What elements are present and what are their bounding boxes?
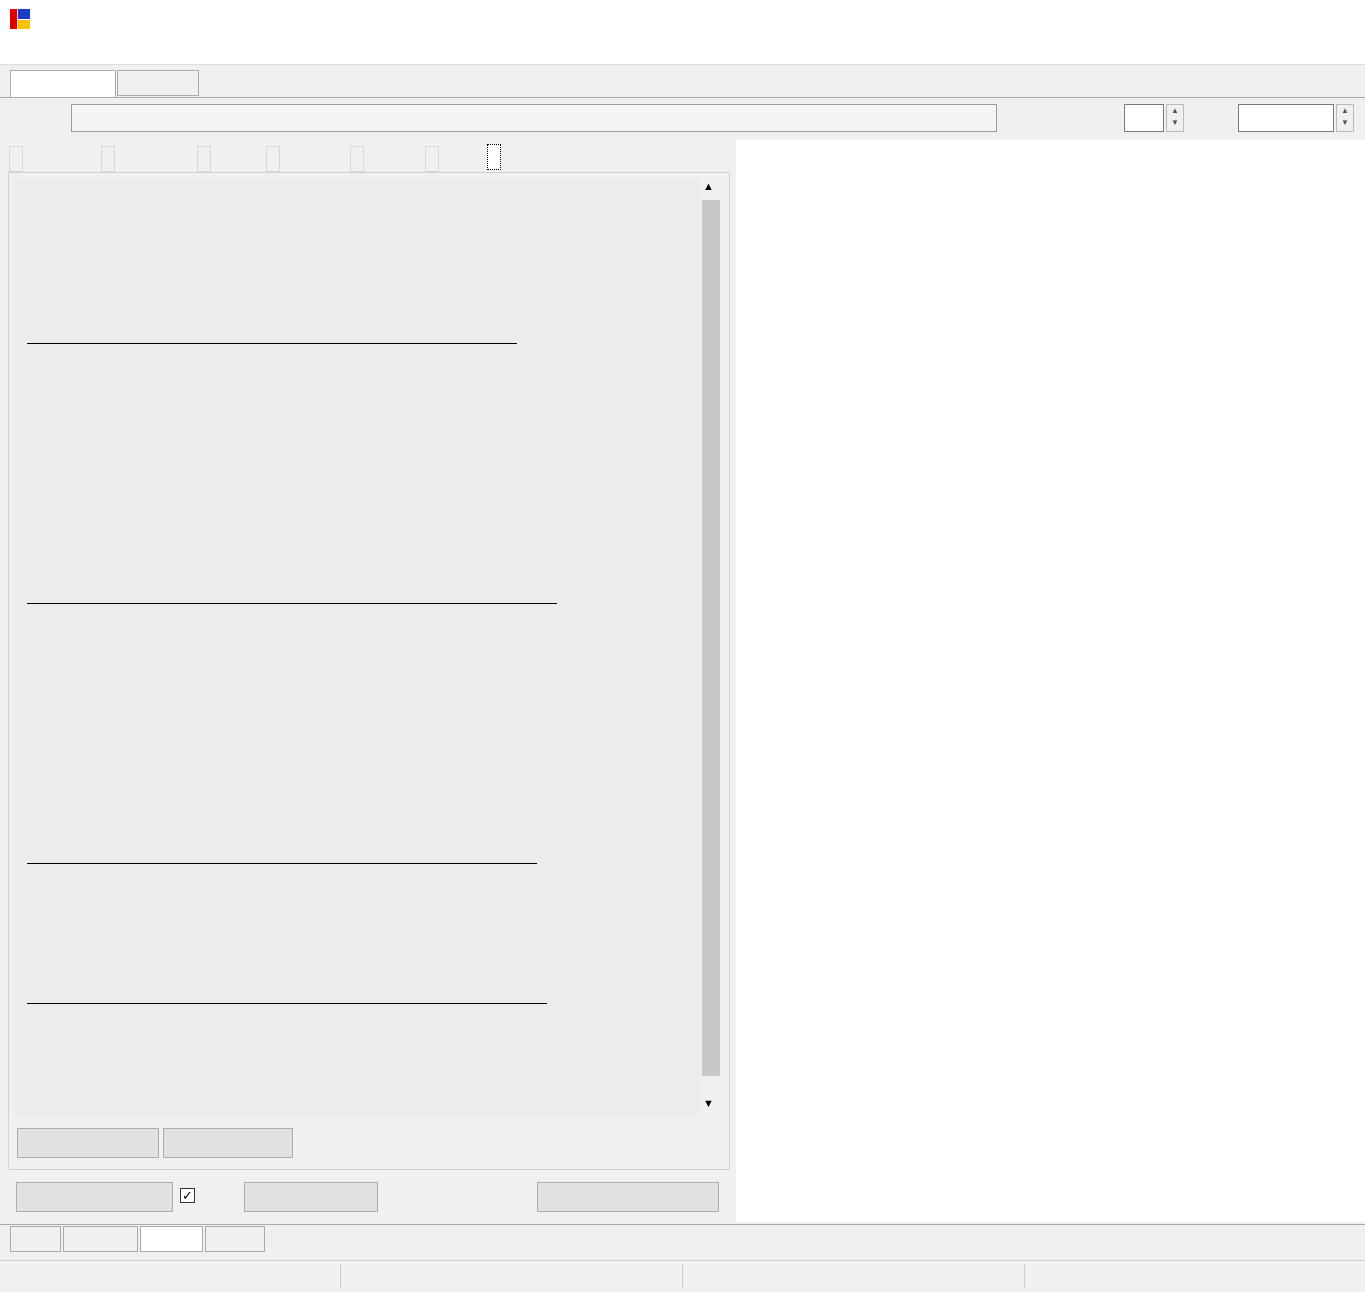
output-csv-button[interactable]	[163, 1128, 293, 1158]
batch-process-button[interactable]	[537, 1182, 719, 1212]
tab-dataset1[interactable]	[10, 70, 116, 98]
calc-header-rule	[27, 1003, 547, 1004]
area-header-rule	[27, 343, 517, 344]
global-header-rule	[27, 863, 537, 864]
minimize-button[interactable]	[1188, 0, 1246, 40]
output-html-button[interactable]	[17, 1128, 159, 1158]
tab-fitting[interactable]	[140, 1226, 203, 1252]
scroll-down-icon[interactable]: ▼	[703, 1098, 714, 1110]
tab-quality[interactable]	[425, 146, 439, 172]
scroll-up-icon[interactable]: ▲	[703, 181, 714, 193]
tab-results[interactable]	[487, 144, 501, 170]
scroll-thumb[interactable]	[702, 200, 720, 1076]
tab-macromol[interactable]	[266, 146, 280, 172]
update-initial-values-button[interactable]	[16, 1182, 173, 1212]
app-icon	[10, 9, 30, 29]
status-separator	[682, 1264, 683, 1288]
tab-spectral[interactable]	[63, 1226, 138, 1252]
close-button[interactable]	[1304, 0, 1362, 40]
scale-spinner[interactable]: ▲ ▼	[1336, 104, 1354, 132]
results-html-view	[14, 178, 700, 1116]
bottom-divider	[0, 1224, 1365, 1225]
location-spinner[interactable]: ▲ ▼	[1166, 104, 1184, 132]
tab-quant[interactable]	[205, 1226, 265, 1252]
status-separator	[340, 1264, 341, 1288]
tab-initial-values[interactable]	[101, 146, 115, 172]
title-bar	[0, 0, 1365, 40]
maximize-button[interactable]	[1246, 0, 1304, 40]
fit-spectrum-button[interactable]	[244, 1182, 378, 1212]
spectrum-plots[interactable]	[736, 140, 1365, 1222]
tab-optimize[interactable]	[350, 146, 364, 172]
location-x-input[interactable]	[1124, 104, 1164, 132]
ppm-header-rule	[27, 603, 557, 604]
tab-divider	[0, 97, 1365, 98]
plot-panel[interactable]	[736, 140, 1365, 1222]
source-path-field[interactable]	[71, 104, 997, 132]
tab-dataset2[interactable]	[117, 70, 199, 96]
auto-checkbox[interactable]: ✓	[180, 1188, 195, 1203]
tab-baseline[interactable]	[197, 146, 211, 172]
tab-metabolites[interactable]	[9, 146, 23, 172]
status-separator	[1024, 1264, 1025, 1288]
scale-input[interactable]	[1238, 104, 1334, 132]
tab-raw[interactable]	[10, 1226, 61, 1252]
menu-bar	[0, 40, 1365, 65]
